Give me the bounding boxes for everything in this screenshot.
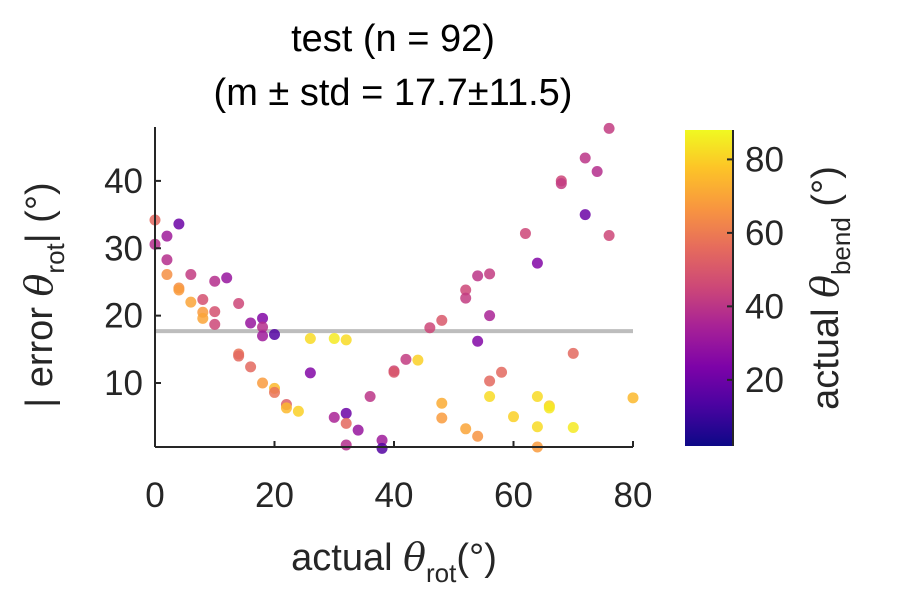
y-tick-label: 30 — [104, 229, 143, 268]
data-point — [484, 375, 496, 387]
data-point — [436, 412, 448, 424]
x-tick-label: 20 — [255, 476, 294, 515]
plot-area: 0 20 40 60 80 10 20 30 40 actual θrot(°) | error θ… — [17, 122, 653, 588]
y-tick-label: 20 — [104, 297, 143, 336]
data-point — [233, 298, 245, 310]
data-point — [280, 402, 292, 414]
data-point — [340, 417, 352, 429]
data-point — [185, 296, 197, 308]
data-point — [484, 310, 496, 322]
data-point — [161, 230, 173, 242]
data-point — [579, 152, 591, 164]
data-point — [460, 284, 472, 296]
data-point — [173, 284, 185, 296]
data-point — [508, 411, 519, 423]
data-point — [484, 268, 496, 280]
colorbar-label: actual θbend (°) — [803, 166, 856, 410]
data-point — [340, 439, 352, 451]
data-point — [269, 328, 280, 340]
data-point — [567, 347, 579, 359]
x-tick-label: 0 — [145, 476, 164, 515]
data-point — [531, 390, 543, 402]
data-point — [603, 122, 615, 134]
data-point — [161, 254, 173, 266]
data-point — [424, 322, 436, 334]
data-point — [472, 270, 484, 282]
data-point — [245, 317, 257, 329]
chart-subtitle: (m ± std = 17.7±11.5) — [213, 72, 573, 114]
colorbar-tick-label: 60 — [745, 214, 784, 253]
data-point — [161, 269, 173, 281]
data-point — [292, 405, 304, 417]
colorbar-gradient — [685, 130, 733, 446]
chart-title: test (n = 92) — [291, 18, 495, 60]
data-point — [257, 312, 269, 324]
data-point — [436, 314, 448, 326]
data-point — [173, 218, 185, 230]
colorbar-tick-label: 80 — [745, 140, 784, 179]
colorbar-tick-label: 20 — [745, 361, 784, 400]
data-point — [304, 367, 316, 379]
data-point — [388, 366, 400, 378]
data-point — [340, 334, 352, 346]
data-point — [460, 423, 472, 435]
data-point — [340, 407, 352, 419]
y-axis-label: | error θrot| (°) — [17, 182, 70, 407]
y-tick-label: 10 — [104, 364, 143, 403]
data-point — [245, 361, 257, 373]
data-point — [567, 421, 579, 433]
data-point — [484, 390, 496, 402]
data-point — [496, 366, 508, 378]
data-point — [352, 424, 364, 436]
data-point — [543, 402, 555, 414]
data-point — [364, 390, 376, 402]
data-point — [269, 386, 280, 398]
data-point — [531, 257, 543, 269]
data-point — [627, 392, 639, 404]
data-point — [591, 165, 603, 177]
x-tick-label: 80 — [614, 476, 653, 515]
data-point — [472, 335, 484, 347]
y-tick-label: 40 — [104, 162, 143, 201]
data-point — [531, 421, 543, 433]
x-tick-label: 40 — [375, 476, 414, 515]
data-point — [579, 209, 591, 221]
data-point — [257, 330, 269, 342]
x-tick-label: 60 — [494, 476, 533, 515]
data-point — [185, 269, 197, 281]
data-point — [221, 272, 233, 284]
data-point — [472, 430, 484, 442]
data-point — [328, 411, 340, 423]
data-point — [603, 229, 615, 241]
data-point — [460, 292, 472, 304]
data-point — [555, 178, 567, 190]
data-point — [519, 227, 531, 239]
data-point — [257, 321, 269, 333]
data-point — [197, 312, 209, 324]
x-axis-label: actual θrot(°) — [291, 535, 497, 588]
data-point — [436, 397, 448, 409]
data-point — [209, 318, 221, 330]
data-point — [412, 354, 424, 366]
data-point — [209, 275, 221, 287]
colorbar: 20 40 60 80 actual θbend (°) — [685, 130, 856, 446]
data-point — [233, 350, 245, 362]
data-point — [209, 306, 221, 318]
data-point — [197, 293, 209, 305]
colorbar-tick-label: 40 — [745, 287, 784, 326]
data-point — [257, 377, 269, 389]
data-point — [304, 333, 316, 345]
data-point — [376, 442, 388, 454]
data-point — [328, 333, 340, 345]
data-point — [400, 353, 412, 365]
data-point — [376, 434, 388, 446]
